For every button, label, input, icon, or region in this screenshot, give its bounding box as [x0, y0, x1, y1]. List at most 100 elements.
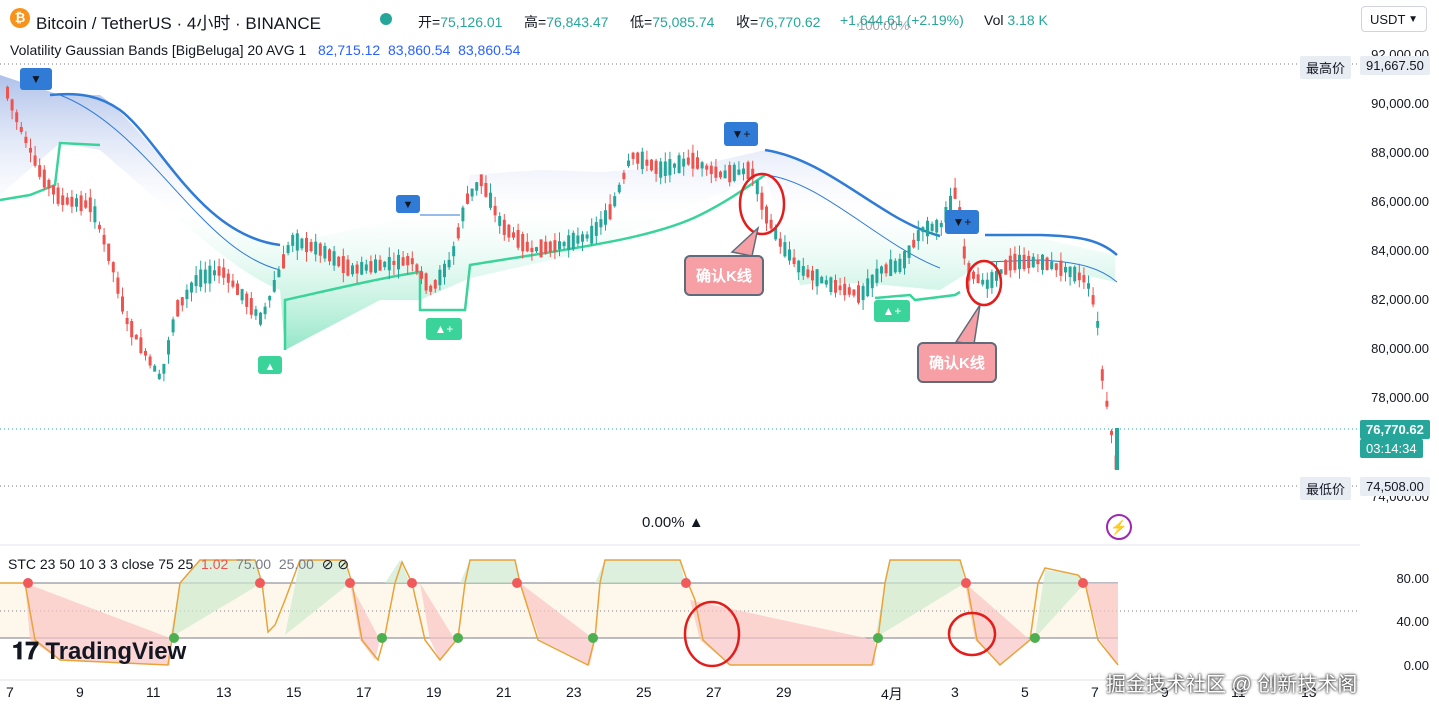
stc-red-fill: [25, 583, 1118, 665]
candle-body: [291, 234, 295, 246]
price-tick: 80,000.00: [1371, 341, 1429, 356]
candle-body: [6, 86, 9, 99]
candle-body: [378, 259, 382, 271]
candle-body: [636, 152, 640, 164]
candle-body: [604, 210, 607, 225]
candle-body: [130, 321, 134, 338]
sell-signal-marker: ▼: [20, 68, 52, 90]
stc-buy-dot: [377, 633, 387, 643]
candle-body: [56, 187, 60, 204]
stc-sell-dot: [255, 578, 265, 588]
candle-body: [751, 168, 755, 179]
lightning-icon[interactable]: ⚡: [1106, 514, 1132, 540]
sell-signal-marker: ▼+: [945, 210, 979, 234]
svg-text:▲+: ▲+: [435, 322, 454, 336]
candle-body: [1022, 254, 1026, 270]
candle-body: [157, 373, 161, 379]
hide-icon[interactable]: ⊘: [321, 556, 334, 572]
candle-body: [346, 259, 350, 276]
ohlc-close: 收=76,770.62: [736, 14, 821, 30]
stc-buy-dot: [873, 633, 883, 643]
candle-body: [38, 165, 42, 177]
svg-text:▲: ▲: [265, 361, 276, 373]
candle-body: [746, 162, 750, 180]
candle-body: [19, 126, 23, 133]
candle-body: [806, 269, 810, 277]
candle-body: [1004, 260, 1008, 275]
high-price-label: 最高价: [1300, 56, 1352, 79]
candle-body: [884, 264, 888, 274]
time-tick: 13: [1301, 684, 1317, 700]
candle-body: [732, 164, 736, 181]
candle-body: [1013, 253, 1017, 271]
stc-sell-dot: [23, 578, 33, 588]
candle-body: [249, 298, 253, 315]
current-price-tag: 76,770.62: [1360, 420, 1430, 439]
candle-body: [226, 273, 230, 283]
candle-body: [567, 235, 571, 250]
candle-body: [194, 275, 198, 287]
candle-body: [668, 159, 672, 176]
stc-tick: 40.00: [1396, 614, 1429, 629]
buy-signal-marker: ▲+: [426, 318, 462, 340]
stc-sell-dot: [407, 578, 417, 588]
candle-body: [125, 317, 129, 325]
candle-body: [263, 306, 267, 315]
candle-body: [70, 196, 74, 207]
candle-body: [52, 185, 55, 195]
candle-body: [912, 239, 916, 248]
candle-body: [742, 168, 745, 175]
candle-body: [309, 242, 313, 252]
candle-body: [834, 279, 837, 293]
indicator-legend[interactable]: Volatility Gaussian Bands [BigBeluga] 20…: [10, 42, 521, 58]
symbol-title[interactable]: Bitcoin / TetherUS · 4小时 · BINANCE: [36, 14, 321, 33]
candle-body: [401, 257, 405, 266]
sell-signal-marker: ▼+: [724, 122, 758, 146]
candle-body: [654, 160, 658, 174]
candle-body: [392, 260, 396, 265]
candle-body: [880, 266, 883, 274]
market-status-icon: [380, 13, 392, 25]
candle-body: [677, 155, 681, 174]
candle-body: [461, 207, 465, 222]
time-tick: 5: [1021, 684, 1029, 700]
candle-body: [231, 280, 235, 287]
candle-body: [1041, 254, 1044, 270]
candle-body: [755, 180, 759, 195]
candle-body: [466, 193, 469, 204]
candle-body: [475, 182, 479, 191]
time-tick: 11: [146, 684, 161, 700]
candle-body: [1096, 321, 1100, 328]
bitcoin-icon: ₿: [10, 8, 30, 28]
stc-legend[interactable]: STC 23 50 10 3 3 close 75 25 1.02 75.00 …: [8, 556, 350, 572]
time-tick: 4月: [881, 686, 903, 702]
candle-body: [889, 259, 893, 277]
price-tick: 82,000.00: [1371, 292, 1429, 307]
candle-body: [167, 340, 170, 355]
candle-body: [1054, 263, 1058, 271]
chevron-down-icon: ▼: [1408, 14, 1418, 25]
candle-body: [838, 285, 842, 291]
candle-body: [778, 238, 782, 247]
candle-body: [15, 112, 19, 123]
candle-body: [116, 277, 120, 294]
hide-icon[interactable]: ⊘: [337, 556, 350, 572]
countdown-tag: 03:14:34: [1360, 439, 1423, 458]
time-tick: 7: [6, 684, 14, 700]
stc-buy-dot: [1030, 633, 1040, 643]
candle-body: [180, 297, 184, 306]
price-tick: 84,000.00: [1371, 243, 1429, 258]
candle-body: [328, 249, 331, 262]
candle-body: [351, 265, 354, 275]
candle-body: [539, 239, 543, 258]
candle-body: [801, 266, 805, 276]
candle-body: [245, 293, 249, 307]
candle-body: [525, 241, 529, 252]
currency-selector[interactable]: USDT ▼: [1361, 6, 1427, 32]
candle-body: [709, 165, 713, 175]
stc-sell-dot: [512, 578, 522, 588]
candle-body: [420, 271, 423, 279]
annotation-circle: [738, 172, 786, 236]
confirm-candle-callout: 确认K线: [684, 255, 764, 296]
